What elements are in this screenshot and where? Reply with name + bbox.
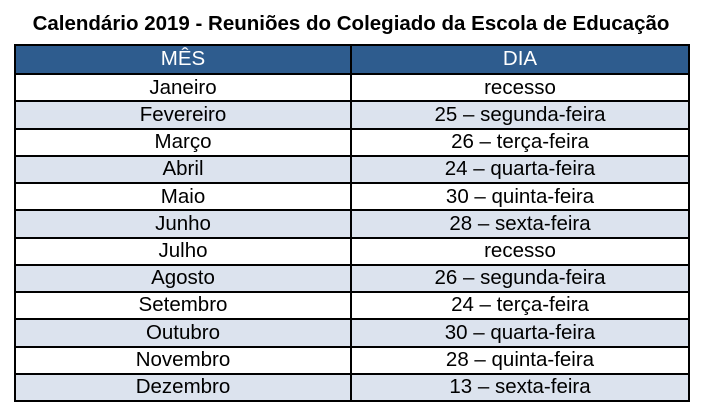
month-cell: Agosto (151, 266, 215, 290)
day-cell: 13 – sexta-feira (350, 374, 688, 400)
month-cell: Janeiro (149, 75, 217, 99)
day-cell: 28 – sexta-feira (350, 211, 688, 237)
day-cell: 30 – quarta-feira (350, 320, 688, 346)
table-row: Fevereiro 25 – segunda-feira (16, 100, 688, 128)
table-row: Outubro 30 – quarta-feira (16, 318, 688, 346)
month-cell: Setembro (138, 293, 228, 317)
month-cell: Novembro (135, 347, 231, 371)
month-cell: Maio (160, 184, 206, 208)
column-header-day: DIA (350, 46, 688, 74)
month-cell: Outubro (145, 320, 221, 344)
table-row: Setembro 24 – terça-feira (16, 291, 688, 319)
day-cell: recesso (350, 75, 688, 101)
day-cell: 26 – segunda-feira (350, 265, 688, 292)
month-cell: Dezembro (135, 375, 231, 399)
day-cell: 24 – quarta-feira (350, 156, 688, 183)
table-header-row: MÊS DIA (16, 46, 688, 74)
calendar-table: MÊS DIA Janeiro recesso Fevereiro 25 – segu… (14, 44, 690, 402)
month-cell: Junho (155, 211, 211, 235)
table-row: Março 26 – terça-feira (16, 127, 688, 155)
table-row: Maio 30 – quinta-feira (16, 182, 688, 210)
table-row: Novembro 28 – quinta-feira (16, 345, 688, 373)
day-cell: 30 – quinta-feira (350, 184, 688, 210)
day-cell: 28 – quinta-feira (350, 347, 688, 373)
month-cell: Março (154, 130, 212, 154)
month-cell: Fevereiro (139, 102, 227, 126)
table-row: Junho 28 – sexta-feira (16, 209, 688, 237)
table-row: Abril 24 – quarta-feira (16, 154, 688, 183)
page-title: Calendário 2019 - Reuniões do Colegiado … (32, 12, 670, 35)
day-cell: 26 – terça-feira (350, 129, 688, 155)
day-cell: recesso (350, 238, 688, 264)
table-row: Janeiro recesso (16, 73, 688, 101)
day-cell: 25 – segunda-feira (350, 102, 688, 128)
table-row: Julho recesso (16, 236, 688, 264)
month-cell: Abril (162, 157, 204, 181)
table-row: Agosto 26 – segunda-feira (16, 263, 688, 292)
day-cell: 24 – terça-feira (350, 293, 688, 319)
column-header-month: MÊS (160, 47, 206, 71)
month-cell: Julho (158, 238, 208, 262)
table-row: Dezembro 13 – sexta-feira (16, 372, 688, 400)
